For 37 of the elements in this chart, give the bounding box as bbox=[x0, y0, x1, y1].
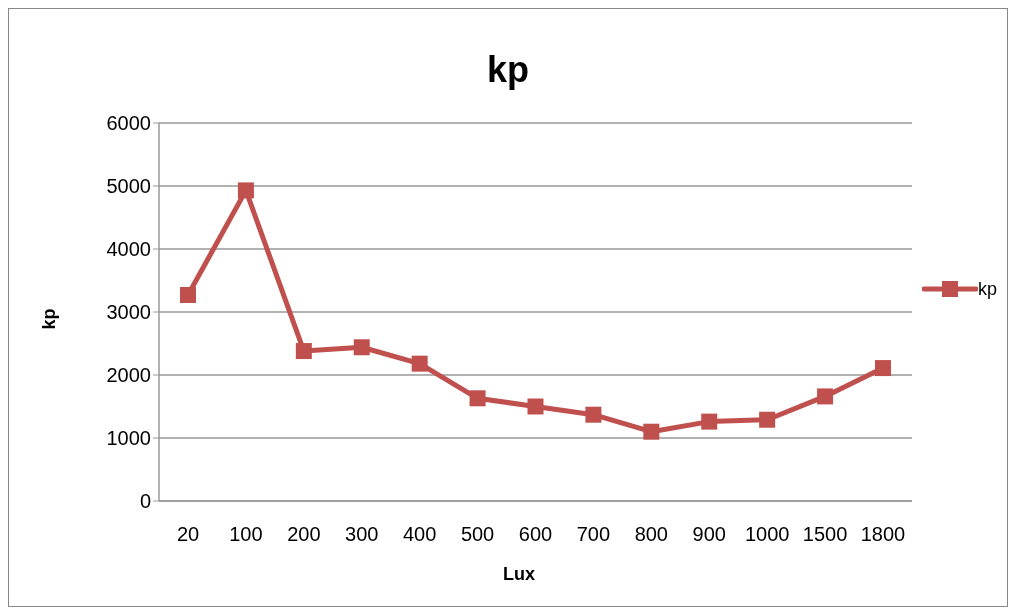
x-tick-label: 200 bbox=[287, 523, 321, 546]
x-tick-label: 1000 bbox=[744, 523, 790, 546]
point bbox=[817, 388, 834, 405]
point bbox=[180, 286, 196, 303]
y-tick-label: 5000 bbox=[106, 175, 151, 198]
point bbox=[353, 339, 370, 356]
x-tick-label: 20 bbox=[176, 523, 200, 546]
x-tick-label: 900 bbox=[692, 523, 726, 546]
x-tick-label: 300 bbox=[345, 523, 379, 546]
point bbox=[411, 355, 428, 372]
y-tick-label: 4000 bbox=[106, 238, 151, 261]
y-tick-label: 6000 bbox=[106, 112, 151, 135]
point bbox=[237, 182, 254, 199]
point bbox=[469, 390, 486, 407]
x-tick-label: 1800 bbox=[860, 523, 906, 546]
point bbox=[643, 423, 660, 440]
y-tick-label: 3000 bbox=[106, 301, 151, 324]
x-tick-label: 800 bbox=[634, 523, 669, 546]
y-axis-title: kp bbox=[38, 308, 60, 330]
y-tick-label: 1000 bbox=[106, 427, 151, 450]
legend-label: kp bbox=[977, 278, 997, 300]
y-tick-label: 0 bbox=[139, 490, 151, 513]
x-tick-label: 400 bbox=[402, 523, 437, 546]
point bbox=[527, 398, 544, 415]
x-tick-label: 600 bbox=[518, 523, 553, 546]
point bbox=[585, 406, 602, 423]
point bbox=[759, 411, 776, 428]
x-tick-label: 500 bbox=[460, 523, 495, 546]
point bbox=[701, 413, 718, 430]
x-tick-label: 1500 bbox=[802, 523, 848, 546]
chart-title: kp bbox=[486, 49, 530, 91]
point bbox=[295, 343, 312, 360]
x-axis-title: Lux bbox=[502, 564, 536, 585]
x-tick-label: 100 bbox=[229, 523, 263, 546]
point bbox=[874, 360, 891, 377]
x-tick-label: 700 bbox=[576, 523, 611, 546]
y-tick-label: 2000 bbox=[106, 364, 151, 387]
